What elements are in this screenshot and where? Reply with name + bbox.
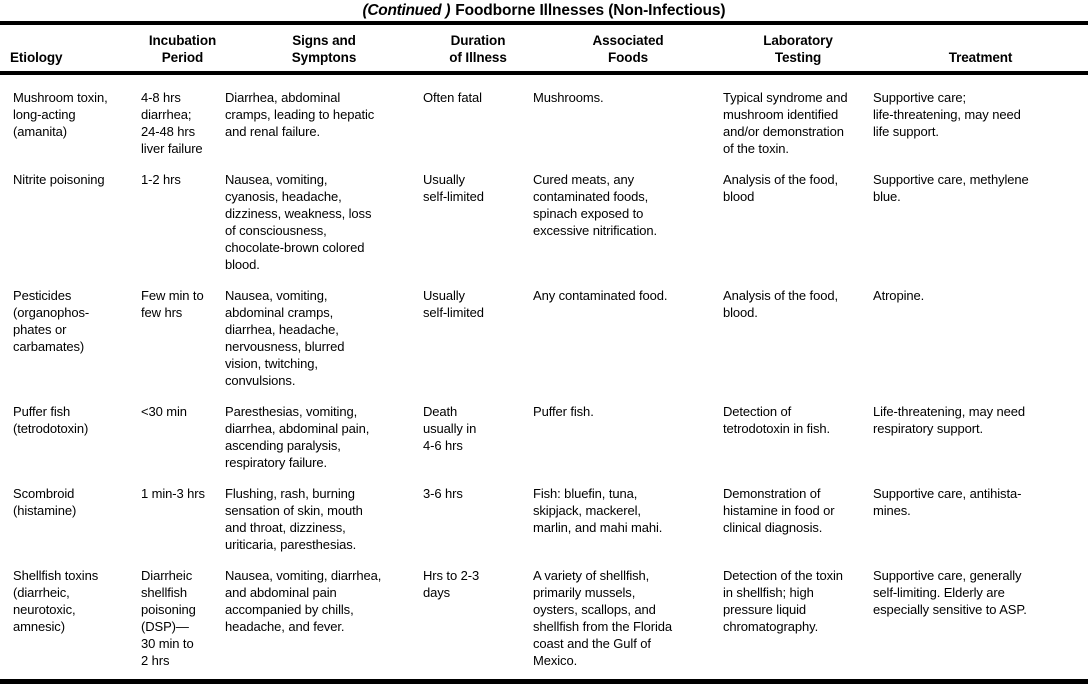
cell-etiology: Puffer fish (tetrodotoxin) — [13, 404, 89, 436]
cell-associated-foods: Fish: bluefin, tuna, skipjack, mackerel,… — [533, 486, 663, 535]
table-row: Nitrite poisoning 1-2 hrs Nausea, vomiti… — [0, 157, 1088, 273]
title-text: Foodborne Illnesses (Non-Infectious) — [455, 2, 726, 19]
cell-etiology: Pesticides (organophos- phates or carbam… — [13, 288, 90, 354]
cell-incubation-period: Diarrheic shellfish poisoning (DSP)— 30 … — [141, 568, 196, 668]
cell-duration: Often fatal — [423, 90, 482, 105]
cell-treatment: Atropine. — [873, 288, 925, 303]
table-row: Puffer fish (tetrodotoxin) <30 min Pares… — [0, 389, 1088, 471]
cell-laboratory-testing: Typical syndrome and mushroom identified… — [723, 90, 848, 156]
column-header-signs-symptoms: Signs and Symptons — [225, 25, 423, 75]
cell-associated-foods: Mushrooms. — [533, 90, 604, 105]
cell-treatment: Supportive care, generally self-limiting… — [873, 568, 1027, 617]
bottom-rule-divider — [0, 679, 1088, 684]
cell-incubation-period: <30 min — [141, 404, 187, 419]
column-header-associated-foods: Associated Foods — [533, 25, 723, 75]
table-row: Scombroid (histamine) 1 min-3 hrs Flushi… — [0, 471, 1088, 553]
cell-duration: Death usually in 4-6 hrs — [423, 404, 477, 453]
cell-signs-symptoms: Diarrhea, abdominal cramps, leading to h… — [225, 90, 375, 139]
table-row: Shellfish toxins (diarrheic, neurotoxic,… — [0, 553, 1088, 669]
cell-etiology: Nitrite poisoning — [13, 172, 105, 187]
cell-duration: Usually self-limited — [423, 288, 484, 320]
table-row: Mushroom toxin, long-acting (amanita) 4-… — [0, 73, 1088, 157]
cell-duration: 3-6 hrs — [423, 486, 463, 501]
cell-signs-symptoms: Nausea, vomiting, abdominal cramps, diar… — [225, 288, 345, 388]
cell-duration: Usually self-limited — [423, 172, 484, 204]
cell-etiology: Shellfish toxins (diarrheic, neurotoxic,… — [13, 568, 99, 634]
table-row: Pesticides (organophos- phates or carbam… — [0, 273, 1088, 389]
cell-treatment: Supportive care, methylene blue. — [873, 172, 1029, 204]
cell-treatment: Supportive care, antihista- mines. — [873, 486, 1022, 518]
cell-incubation-period: 4-8 hrs diarrhea; 24-48 hrs liver failur… — [141, 90, 203, 156]
title-continued-label: (Continued ) — [362, 2, 451, 19]
cell-signs-symptoms: Nausea, vomiting, diarrhea, and abdomina… — [225, 568, 382, 634]
cell-laboratory-testing: Demonstration of histamine in food or cl… — [723, 486, 835, 535]
cell-duration: Hrs to 2-3 days — [423, 568, 480, 600]
cell-laboratory-testing: Analysis of the food, blood — [723, 172, 838, 204]
cell-laboratory-testing: Detection of tetrodotoxin in fish. — [723, 404, 831, 436]
cell-associated-foods: Any contaminated food. — [533, 288, 668, 303]
top-rule-divider — [0, 21, 1088, 25]
cell-treatment: Life-threatening, may need respiratory s… — [873, 404, 1026, 436]
cell-signs-symptoms: Paresthesias, vomiting, diarrhea, abdomi… — [225, 404, 370, 470]
cell-incubation-period: 1 min-3 hrs — [141, 486, 205, 501]
cell-laboratory-testing: Analysis of the food, blood. — [723, 288, 838, 320]
column-header-incubation-period: Incubation Period — [140, 25, 225, 75]
column-header-etiology: Etiology — [0, 25, 140, 75]
cell-signs-symptoms: Nausea, vomiting, cyanosis, headache, di… — [225, 172, 372, 272]
page-title: (Continued ) Foodborne Illnesses (Non-Inf… — [0, 0, 1088, 21]
column-header-treatment: Treatment — [873, 25, 1088, 75]
cell-incubation-period: 1-2 hrs — [141, 172, 181, 187]
cell-signs-symptoms: Flushing, rash, burning sensation of ski… — [225, 486, 363, 552]
column-header-duration-of-illness: Duration of Illness — [423, 25, 533, 75]
table-header-row: Etiology Incubation Period Signs and Sym… — [0, 25, 1088, 75]
cell-incubation-period: Few min to few hrs — [141, 288, 204, 320]
cell-laboratory-testing: Detection of the toxin in shellfish; hig… — [723, 568, 843, 634]
cell-associated-foods: A variety of shellfish, primarily mussel… — [533, 568, 673, 668]
cell-etiology: Mushroom toxin, long-acting (amanita) — [13, 90, 108, 139]
cell-associated-foods: Cured meats, any contaminated foods, spi… — [533, 172, 658, 238]
cell-etiology: Scombroid (histamine) — [13, 486, 77, 518]
cell-treatment: Supportive care; life-threatening, may n… — [873, 90, 1021, 139]
foodborne-illness-table: Etiology Incubation Period Signs and Sym… — [0, 25, 1088, 669]
cell-associated-foods: Puffer fish. — [533, 404, 594, 419]
column-header-laboratory-testing: Laboratory Testing — [723, 25, 873, 75]
